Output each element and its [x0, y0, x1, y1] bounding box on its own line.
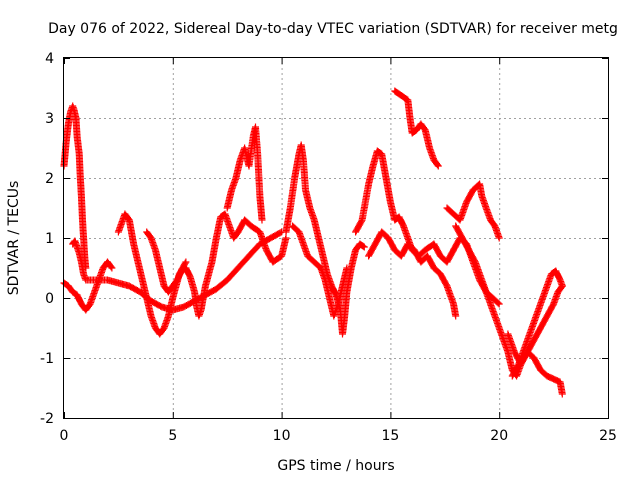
x-tick-label: 20	[490, 428, 508, 444]
y-tick-label: 1	[45, 231, 54, 247]
series-sat-g	[282, 141, 368, 338]
plus-markers	[391, 87, 442, 170]
series-sat-j	[365, 228, 460, 320]
data-series	[60, 87, 566, 398]
plus-markers	[508, 267, 566, 380]
series-sat-h	[289, 222, 351, 320]
axis-ticks: 0 5 10 15 20 25 -2 -1 0 1 2 3 4	[40, 51, 617, 444]
plus-markers	[289, 222, 351, 320]
series-sat-n	[504, 282, 566, 368]
series-sat-l	[443, 180, 503, 242]
x-axis-label: GPS time / hours	[277, 458, 394, 474]
y-tick-label: -1	[40, 351, 54, 367]
plus-markers	[60, 102, 90, 272]
x-tick-label: 0	[60, 428, 69, 444]
plus-markers	[69, 228, 286, 314]
plot-frame	[63, 57, 609, 419]
series-sat-b	[60, 102, 90, 272]
y-tick-label: -2	[40, 411, 54, 427]
y-tick-label: 4	[45, 51, 54, 67]
y-tick-label: 3	[45, 111, 54, 127]
series-sat-k	[391, 87, 442, 170]
chart-title: Day 076 of 2022, Sidereal Day-to-day VTE…	[48, 21, 618, 37]
plus-markers	[365, 228, 460, 320]
plus-markers	[282, 141, 368, 338]
series-sat-e	[143, 210, 290, 320]
plus-markers	[223, 123, 266, 224]
plus-markers	[452, 222, 566, 398]
plus-markers	[443, 180, 503, 242]
series-sat-c	[69, 228, 286, 314]
y-axis-label: SDTVAR / TECUs	[6, 181, 22, 296]
plus-markers	[143, 210, 290, 320]
x-tick-label: 10	[273, 428, 291, 444]
series-sat-o	[508, 267, 566, 380]
x-tick-label: 15	[381, 428, 399, 444]
x-tick-label: 25	[599, 428, 617, 444]
y-tick-label: 0	[45, 291, 54, 307]
y-tick-label: 2	[45, 171, 54, 187]
x-tick-label: 5	[168, 428, 177, 444]
series-sat-f	[223, 123, 266, 224]
grid-lines	[64, 58, 608, 418]
plus-markers	[504, 282, 566, 368]
series-sat-m	[452, 222, 566, 398]
